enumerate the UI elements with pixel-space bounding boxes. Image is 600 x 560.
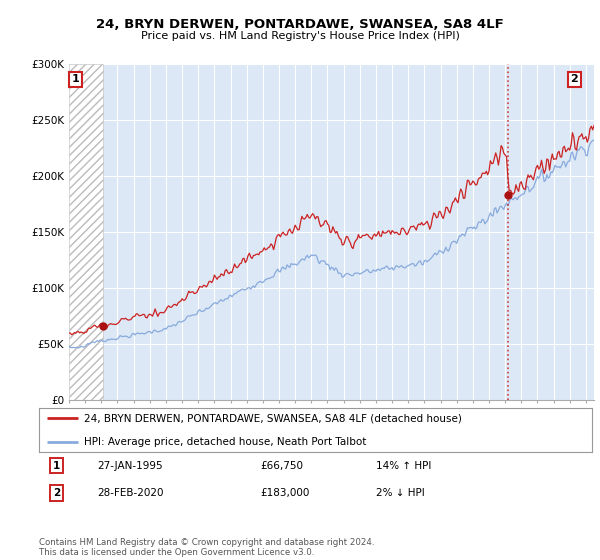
Text: Contains HM Land Registry data © Crown copyright and database right 2024.
This d: Contains HM Land Registry data © Crown c… <box>39 538 374 557</box>
Text: Price paid vs. HM Land Registry's House Price Index (HPI): Price paid vs. HM Land Registry's House … <box>140 31 460 41</box>
Text: 1: 1 <box>71 74 79 85</box>
Text: 24, BRYN DERWEN, PONTARDAWE, SWANSEA, SA8 4LF: 24, BRYN DERWEN, PONTARDAWE, SWANSEA, SA… <box>96 18 504 31</box>
Text: 1: 1 <box>53 460 60 470</box>
Text: 2: 2 <box>53 488 60 498</box>
Bar <box>69 64 103 400</box>
Text: 24, BRYN DERWEN, PONTARDAWE, SWANSEA, SA8 4LF (detached house): 24, BRYN DERWEN, PONTARDAWE, SWANSEA, SA… <box>85 413 462 423</box>
Text: 28-FEB-2020: 28-FEB-2020 <box>97 488 164 498</box>
Text: 27-JAN-1995: 27-JAN-1995 <box>97 460 163 470</box>
Text: £66,750: £66,750 <box>260 460 303 470</box>
Text: 2% ↓ HPI: 2% ↓ HPI <box>376 488 425 498</box>
Text: 14% ↑ HPI: 14% ↑ HPI <box>376 460 432 470</box>
Text: HPI: Average price, detached house, Neath Port Talbot: HPI: Average price, detached house, Neat… <box>85 437 367 447</box>
Text: £183,000: £183,000 <box>260 488 310 498</box>
Text: 2: 2 <box>571 74 578 85</box>
